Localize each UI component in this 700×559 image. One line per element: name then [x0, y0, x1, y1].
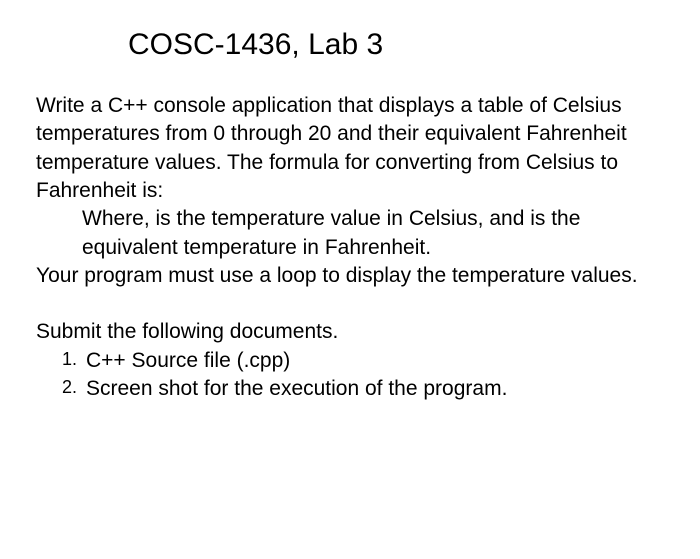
- paragraph-submit: Submit the following documents.: [36, 318, 664, 346]
- spacer: [36, 290, 664, 318]
- paragraph-formula-note: Where, is the temperature value in Celsi…: [82, 205, 664, 262]
- paragraph-intro: Write a C++ console application that dis…: [36, 92, 664, 205]
- list-text: C++ Source file (.cpp): [86, 349, 290, 372]
- paragraph-loop-req: Your program must use a loop to display …: [36, 262, 664, 290]
- page-title: COSC-1436, Lab 3: [128, 28, 664, 62]
- submission-list: 1. C++ Source file (.cpp) 2. Screen shot…: [36, 347, 664, 404]
- body-content: Write a C++ console application that dis…: [36, 92, 664, 403]
- list-item: 2. Screen shot for the execution of the …: [86, 375, 664, 403]
- list-text: Screen shot for the execution of the pro…: [86, 377, 507, 400]
- list-item: 1. C++ Source file (.cpp): [86, 347, 664, 375]
- document-page: COSC-1436, Lab 3 Write a C++ console app…: [0, 0, 700, 559]
- list-number: 2.: [62, 375, 77, 399]
- list-number: 1.: [62, 347, 77, 371]
